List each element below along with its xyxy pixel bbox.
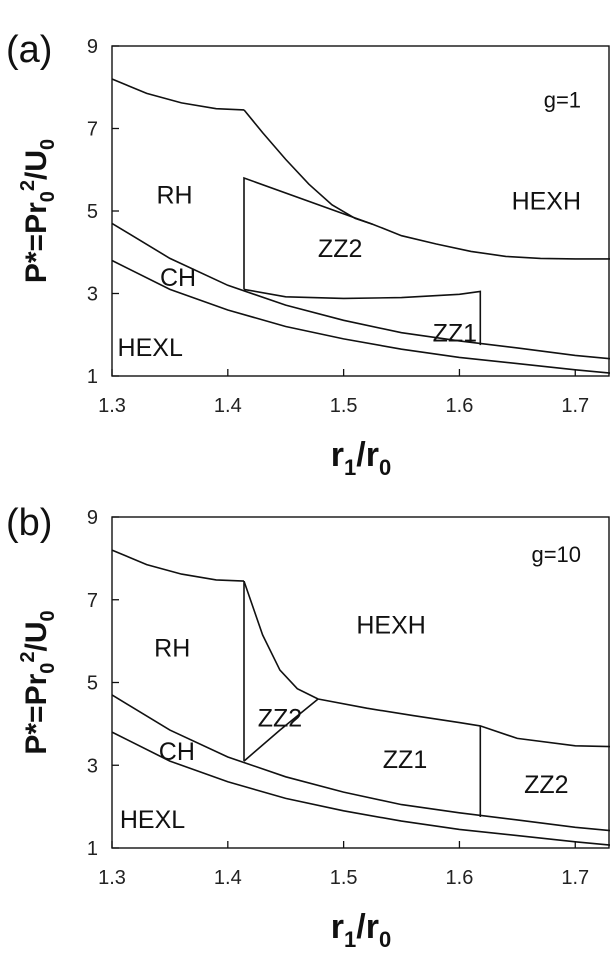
region-label-zz2: ZZ2 [258, 705, 302, 733]
region-label-rh: RH [154, 634, 190, 662]
region-label-hexh: HEXH [356, 612, 425, 640]
region-label-hexl: HEXL [120, 806, 185, 834]
x-tick-label: 1.5 [330, 395, 358, 417]
region-label-zz2: ZZ2 [318, 235, 362, 263]
phase-boundary-3 [243, 580, 319, 700]
phase-boundary-6 [111, 259, 610, 374]
y-tick-label: 5 [87, 201, 98, 223]
region-label-hexh: HEXH [512, 188, 581, 216]
x-tick-label: 1.4 [214, 867, 242, 889]
parameter-annotation: g=10 [531, 542, 581, 567]
phase-boundary-4 [243, 288, 482, 346]
phase-boundary-7 [111, 694, 610, 832]
parameter-annotation: g=1 [544, 88, 581, 113]
x-tick-label: 1.5 [330, 867, 358, 889]
panel-label: (b) [6, 502, 52, 544]
y-tick-label: 3 [87, 284, 98, 306]
region-label-rh: RH [156, 182, 192, 210]
phase-boundary-5 [111, 222, 610, 360]
y-tick-label: 1 [87, 838, 98, 860]
x-axis-label: r1/r0 [331, 436, 391, 480]
y-tick-label: 9 [87, 36, 98, 58]
x-tick-label: 1.3 [98, 867, 126, 889]
phase-boundary-8 [111, 731, 610, 846]
y-tick-label: 7 [87, 590, 98, 612]
x-tick-label: 1.6 [446, 395, 474, 417]
y-tick-label: 1 [87, 366, 98, 388]
y-tick-label: 3 [87, 755, 98, 777]
panel-b: 1.3 1.4 1.5 1.6 1.7 1 3 5 7 9 RH HEXH ZZ2 CH ZZ1 ZZ2 HEX… [6, 502, 610, 952]
x-tick-label: 1.7 [561, 395, 589, 417]
phase-boundary-2 [243, 109, 610, 260]
y-tick-label: 7 [87, 119, 98, 141]
phase-boundary-5 [317, 698, 610, 748]
panel-label: (a) [6, 29, 52, 71]
region-label-zz2: ZZ2 [524, 771, 568, 799]
region-label-zz1: ZZ1 [383, 746, 427, 774]
x-tick-label: 1.3 [98, 395, 126, 417]
y-tick-label: 5 [87, 673, 98, 695]
phase-boundary-1 [111, 549, 245, 582]
y-axis-label: P*=Pr02/U0 [17, 610, 59, 754]
x-axis-label: r1/r0 [331, 908, 391, 952]
panel-a: 1.3 1.4 1.5 1.6 1.7 1 3 5 7 9 RH HEXH ZZ2 CH ZZ1 HEXL g=… [6, 29, 610, 480]
region-label-zz1: ZZ1 [433, 320, 477, 348]
x-tick-label: 1.7 [561, 867, 589, 889]
region-label-hexl: HEXL [118, 334, 183, 362]
y-tick-label: 9 [87, 507, 98, 529]
phase-boundary-3 [243, 176, 373, 290]
region-label-ch: CH [159, 738, 195, 766]
x-tick-label: 1.6 [446, 867, 474, 889]
phase-boundary-4 [243, 698, 319, 762]
region-label-ch: CH [160, 264, 196, 292]
y-axis-label: P*=Pr02/U0 [17, 139, 59, 283]
x-tick-label: 1.4 [214, 395, 242, 417]
phase-boundary-1 [111, 78, 245, 111]
